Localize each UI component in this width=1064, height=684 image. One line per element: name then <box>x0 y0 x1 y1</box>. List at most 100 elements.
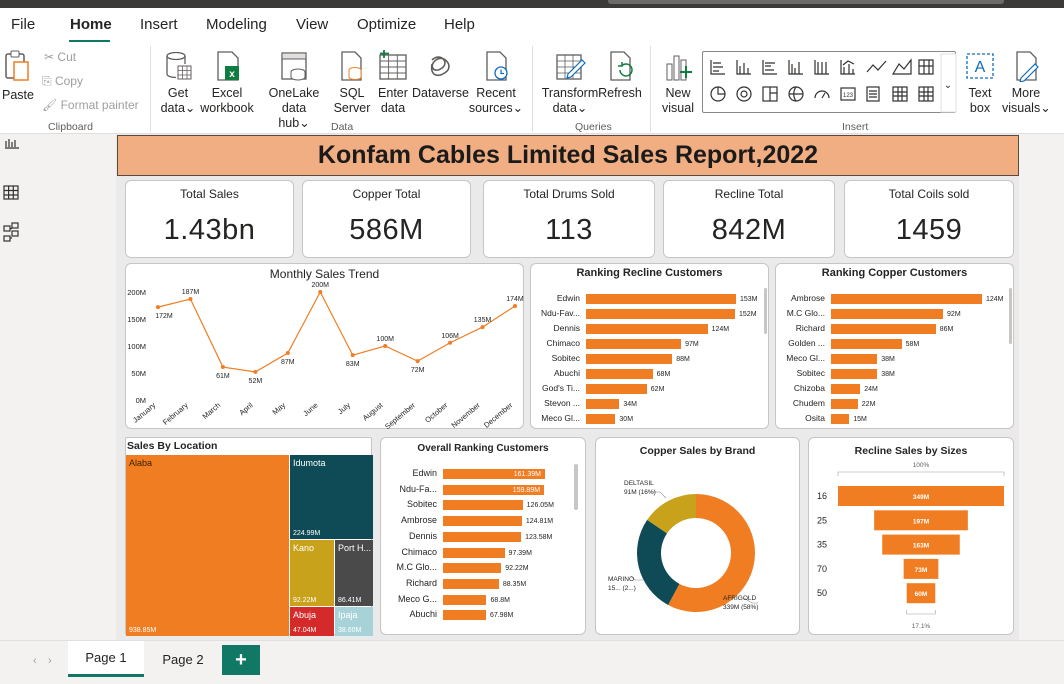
treemap-cell: Alaba 938.85M <box>126 455 289 636</box>
recent-sources-button[interactable]: Recent sources⌄ <box>468 50 524 116</box>
bar-category-label: Stevon ... <box>531 398 580 408</box>
bar-value-label: 159.89M <box>504 487 540 494</box>
funnel-value-label: 60M <box>915 591 928 598</box>
stacked-bar-chart-icon <box>711 60 725 74</box>
scrollbar[interactable] <box>1009 288 1012 344</box>
bar-category-label: Edwin <box>381 468 437 478</box>
kpi-label: Copper Total <box>303 187 470 201</box>
search-box[interactable] <box>608 0 1004 4</box>
ribbon-chart-icon <box>919 60 933 74</box>
bar-value-label: 86M <box>940 326 954 333</box>
x-tick-label: November <box>450 400 483 429</box>
menu-modeling[interactable]: Modeling <box>206 16 267 33</box>
bar-value-label: 126.05M <box>527 502 554 509</box>
funnel-category-label: 70 <box>817 564 827 574</box>
gauge-icon <box>815 91 829 98</box>
treemap-cell: Port H... 86.41M <box>335 540 373 606</box>
menu-optimize[interactable]: Optimize <box>357 16 416 33</box>
paste-button[interactable]: Paste <box>2 50 32 103</box>
table-view-icon <box>4 186 18 199</box>
excel-icon: x <box>212 50 242 82</box>
ribbon-divider <box>650 46 651 132</box>
text-box-button[interactable]: A Text box <box>960 50 1000 116</box>
chevron-left-icon: ‹ <box>33 655 37 667</box>
chevron-down-icon: ⌄ <box>1040 101 1050 115</box>
bar-value-label: 34M <box>623 401 637 408</box>
tab-page-2[interactable]: Page 2 <box>146 641 220 677</box>
kpi-card-copper-total[interactable]: Copper Total 586M <box>302 180 471 258</box>
bar <box>443 579 499 589</box>
data-label: 52M <box>249 378 263 385</box>
bar <box>443 516 522 526</box>
kpi-card-total-sales[interactable]: Total Sales 1.43bn <box>125 180 294 258</box>
bar-category-label: Ndu-Fa... <box>381 484 437 494</box>
copper-sales-by-brand-chart[interactable]: Copper Sales by Brand AFRIGOLD 339M (58%)… <box>595 437 800 635</box>
transform-label-2: data⌄ <box>540 101 600 116</box>
recline-sales-by-sizes-chart[interactable]: Recline Sales by Sizes 100% 349M 16 197M 25 1… <box>808 437 1014 635</box>
treemap-cell: Idumota 224.99M <box>290 455 373 539</box>
kpi-card-recline-total[interactable]: Recline Total 842M <box>663 180 835 258</box>
bar-category-label: Sobitec <box>381 499 437 509</box>
dataverse-icon <box>424 50 456 82</box>
kpi-card-total-coils[interactable]: Total Coils sold 1459 <box>844 180 1014 258</box>
more-visuals-label-2: visuals⌄ <box>1002 101 1050 116</box>
menu-view[interactable]: View <box>296 16 328 33</box>
ranking-recline-customers-chart[interactable]: Ranking Recline Customers Edwin 153M Ndu-F… <box>530 263 769 429</box>
new-visual-button[interactable]: New visual <box>658 50 698 116</box>
onelake-button[interactable]: OneLake data hub⌄ <box>255 50 333 131</box>
overall-ranking-customers-chart[interactable]: Overall Ranking Customers Edwin 161.39M Nd… <box>380 437 586 635</box>
add-page-button[interactable]: + <box>222 645 260 675</box>
cut-button[interactable]: ✂ Cut <box>44 50 76 64</box>
sql-server-icon <box>337 50 367 82</box>
transform-label-1: Transform <box>540 86 600 101</box>
dataverse-label: Dataverse <box>412 86 468 101</box>
menu-file[interactable]: File <box>11 16 35 33</box>
menu-insert[interactable]: Insert <box>140 16 178 33</box>
format-painter-button[interactable]: 🖌 Format painter <box>42 98 139 112</box>
slice-value-label: 15... (2...) <box>608 585 636 592</box>
data-label: 135M <box>474 317 492 324</box>
bar-category-label: Dennis <box>531 323 580 333</box>
y-tick-label: 150M <box>127 315 146 324</box>
format-painter-icon: 🖌 <box>42 98 57 112</box>
transform-data-button[interactable]: Transform data⌄ <box>540 50 600 116</box>
treemap-label: Kano <box>293 543 314 553</box>
treemap-value: 224.99M <box>293 530 320 537</box>
bar <box>831 369 877 379</box>
slice-value-label: 339M (58%) <box>723 604 758 611</box>
scrollbar[interactable] <box>574 464 578 510</box>
treemap-cell: Ipaja 38.60M <box>335 607 373 636</box>
data-point <box>448 341 452 345</box>
data-point <box>416 359 420 363</box>
monthly-sales-trend-chart[interactable]: Monthly Sales Trend 0M 50M 100M 150M 200M 172… <box>125 263 524 429</box>
enter-data-button[interactable]: Enter data <box>374 50 412 116</box>
kpi-value: 586M <box>303 214 470 247</box>
ranking-copper-customers-chart[interactable]: Ranking Copper Customers Ambrose 124M M.C … <box>775 263 1014 429</box>
bar-category-label: Abuchi <box>381 609 437 619</box>
treemap-value: 938.85M <box>129 627 156 634</box>
refresh-button[interactable]: Refresh <box>598 50 642 101</box>
visual-gallery[interactable]: 123 ⌄ <box>702 51 956 113</box>
bar <box>586 309 735 319</box>
tab-page-1[interactable]: Page 1 <box>68 641 144 677</box>
kpi-card-total-drums[interactable]: Total Drums Sold 113 <box>483 180 655 258</box>
bar-category-label: Sobitec <box>531 353 580 363</box>
copy-button[interactable]: ⎘ Copy <box>42 74 83 89</box>
sql-server-button[interactable]: SQL Server <box>332 50 372 116</box>
chevron-down-icon: ⌄ <box>513 101 523 115</box>
dataverse-button[interactable]: Dataverse <box>412 50 468 101</box>
100-percent-column-icon <box>815 60 829 74</box>
x-tick-label: December <box>482 400 515 429</box>
bar-value-label: 22M <box>862 401 876 408</box>
data-label: 61M <box>216 373 230 380</box>
excel-workbook-button[interactable]: x Excel workbook <box>199 50 255 116</box>
kpi-label: Total Sales <box>126 187 293 201</box>
bar <box>586 324 708 334</box>
get-data-button[interactable]: Get data⌄ <box>156 50 200 116</box>
bar-value-label: 58M <box>906 341 920 348</box>
more-visuals-button[interactable]: More visuals⌄ <box>1002 50 1050 116</box>
menu-home[interactable]: Home <box>70 16 112 33</box>
scrollbar[interactable] <box>764 288 767 334</box>
menu-help[interactable]: Help <box>444 16 475 33</box>
sales-by-location-treemap[interactable]: Sales By Location Alaba 938.85M Idumota 224… <box>125 437 372 635</box>
